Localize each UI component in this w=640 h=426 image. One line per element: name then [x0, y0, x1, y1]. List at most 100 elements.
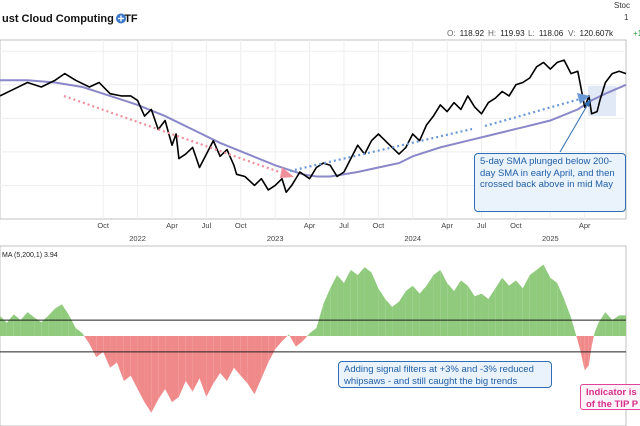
- indicator-area-positive: [48, 308, 56, 336]
- indicator-area-positive: [378, 288, 386, 336]
- ohlc-value: 120.607k: [579, 29, 614, 38]
- indicator-area-positive: [288, 334, 290, 336]
- indicator-area-positive: [536, 264, 544, 336]
- indicator-area-positive: [440, 269, 448, 336]
- indicator-area-positive: [447, 283, 455, 336]
- uptrend-arrowhead: [577, 93, 590, 104]
- indicator-area-positive: [405, 285, 413, 336]
- indicator-area-negative: [580, 336, 585, 371]
- indicator-area-negative: [158, 336, 166, 400]
- indicator-area-negative: [233, 336, 241, 376]
- indicator-area-negative: [206, 336, 214, 397]
- x-tick-month: Jul: [339, 221, 349, 230]
- indicator-area-positive: [460, 280, 468, 336]
- indicator-area-positive: [598, 312, 606, 336]
- indicator-area-negative: [588, 336, 592, 366]
- indicator-area-positive: [474, 293, 482, 336]
- indicator-area-negative: [220, 336, 228, 381]
- indicator-area-negative: [275, 336, 283, 350]
- indicator-area-negative: [116, 336, 124, 381]
- indicator-area-positive: [75, 328, 83, 336]
- x-tick-year: 2024: [404, 234, 421, 243]
- indicator-area-positive: [385, 298, 393, 336]
- indicator-area-negative: [254, 336, 262, 395]
- change-value: +1: [633, 29, 640, 38]
- callout-pointer: [559, 103, 589, 153]
- indicator-panel: MA (5,200,1) 3.94: [0, 245, 627, 426]
- indicator-area-positive: [467, 285, 475, 336]
- indicator-area-positive: [323, 288, 331, 336]
- indicator-area-positive: [564, 298, 571, 336]
- sma-200-line: [0, 79, 627, 178]
- indicator-area-positive: [41, 315, 49, 336]
- ohlc-label: L:: [528, 29, 535, 38]
- indicator-area-negative: [178, 336, 186, 397]
- indicator-area-negative: [295, 336, 303, 347]
- indicator-area-positive: [515, 280, 523, 336]
- indicator-area-negative: [247, 336, 255, 395]
- indicator-area-positive: [412, 285, 420, 336]
- x-tick-year: 2022: [129, 234, 146, 243]
- indicator-area-positive: [522, 275, 530, 336]
- corner-digit: 1: [624, 13, 629, 22]
- ohlc-label: H:: [488, 29, 496, 38]
- indicator-area-positive: [433, 269, 441, 336]
- indicator-value: 3.94: [44, 252, 58, 259]
- indicator-note-line1: Indicator is: [586, 387, 637, 398]
- ohlc-value: 118.92: [460, 29, 485, 38]
- indicator-area-positive: [454, 280, 461, 336]
- indicator-area-positive: [529, 269, 537, 336]
- indicator-area-negative: [137, 336, 145, 403]
- indicator-area-positive: [619, 315, 626, 336]
- indicator-area-negative: [151, 336, 159, 413]
- brand-text: Stoc: [614, 1, 630, 10]
- indicator-area-positive: [509, 280, 516, 336]
- ohlc-readout: O: 118.92 H: 119.93 L: 118.06 V: 120.607k: [447, 29, 614, 38]
- plus-circle-icon[interactable]: [116, 13, 126, 24]
- indicator-area-negative: [171, 336, 179, 403]
- indicator-area-negative: [130, 336, 138, 389]
- x-tick-month: Apr: [304, 221, 316, 230]
- indicator-area-positive: [605, 312, 613, 336]
- indicator-area-positive: [502, 277, 510, 336]
- indicator-area-positive: [419, 285, 427, 336]
- indicator-area-negative: [192, 336, 200, 392]
- x-tick-month: Oct: [373, 221, 386, 230]
- indicator-area-positive: [34, 317, 42, 336]
- indicator-area-positive: [343, 269, 351, 336]
- indicator-note-callout: Indicator is of the TIP P: [580, 384, 640, 410]
- indicator-area-positive: [0, 315, 7, 336]
- indicator-area-positive: [481, 293, 489, 336]
- trend-arrows: [63, 93, 591, 178]
- chart-title: ust Cloud Computing ETF: [2, 13, 138, 25]
- x-tick-month: Apr: [441, 221, 453, 230]
- indicator-area-negative: [584, 336, 589, 371]
- indicator-area-positive: [426, 275, 434, 336]
- x-tick-month: Jul: [477, 221, 487, 230]
- price-line: [0, 59, 627, 193]
- x-tick-month: Oct: [510, 221, 523, 230]
- indicator-area-positive: [82, 333, 85, 336]
- ohlc-item: L: 118.06: [528, 29, 564, 38]
- indicator-area-positive: [543, 264, 551, 336]
- indicator-area-positive: [557, 283, 565, 336]
- indicator-area-negative: [144, 336, 152, 413]
- indicator-area-positive: [488, 288, 496, 336]
- x-axis: Oct Apr Jul Oct Apr Jul Oct Apr Jul Oct Apr 2022 202…: [97, 221, 591, 243]
- indicator-area-negative: [576, 336, 578, 342]
- indicator-area-negative: [123, 336, 131, 381]
- indicator-threshold-lines: [0, 319, 626, 353]
- x-tick-month: Oct: [97, 221, 110, 230]
- downtrend-arrowhead: [280, 167, 294, 178]
- indicator-area-positive: [20, 312, 28, 336]
- callout-pointer-head: [584, 99, 591, 107]
- signal-filters-callout: Adding signal filters at +3% and -3% red…: [338, 361, 552, 388]
- x-tick-year: 2023: [267, 234, 284, 243]
- indicator-area-positive: [337, 275, 344, 336]
- ohlc-item: V: 120.607k: [568, 29, 614, 38]
- indicator-area-negative: [282, 336, 288, 342]
- indicator-area-positive: [495, 277, 503, 336]
- indicator-area-positive: [287, 334, 289, 336]
- sma-cross-callout: 5-day SMA plunged below 200-day SMA in e…: [474, 153, 626, 212]
- ohlc-item: O: 118.92: [447, 29, 485, 38]
